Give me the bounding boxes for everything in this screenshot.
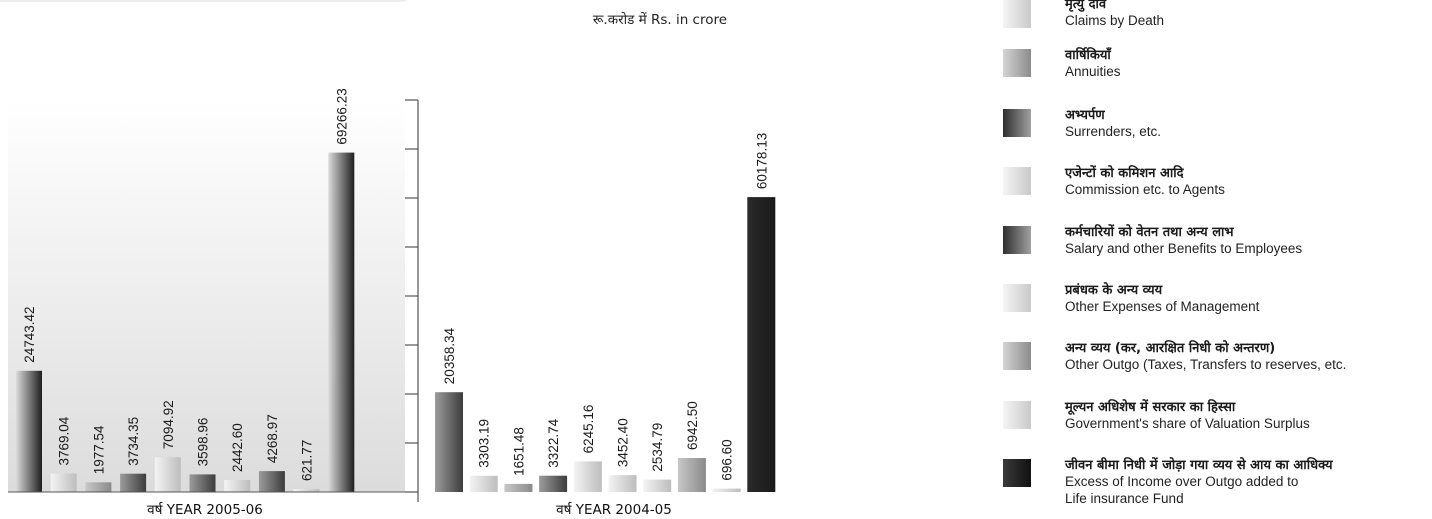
legend-label-hindi: वार्षिकियाँ <box>1065 48 1111 63</box>
bar-2004-6 <box>643 479 672 492</box>
data-label-2004-1: 3303.19 <box>477 419 492 468</box>
legend-label-english: Excess of Income over Outgo added to <box>1065 474 1299 489</box>
bar-2004-1 <box>469 475 498 492</box>
data-label-2004-5: 3452.40 <box>616 418 631 467</box>
legend-label-hindi: मूल्यन अधिशेष में सरकार का हिस्सा <box>1065 400 1236 415</box>
header-pill-shape <box>0 0 420 2</box>
data-label-2004-8: 696.60 <box>720 439 735 480</box>
legend-swatch <box>1003 49 1031 77</box>
legend-swatch <box>1003 401 1031 429</box>
bar-2004-3 <box>539 475 568 492</box>
legend-label-english: Commission etc. to Agents <box>1065 182 1225 197</box>
bar-2004-7 <box>677 458 706 492</box>
legend-label-english: Government's share of Valuation Surplus <box>1065 416 1310 431</box>
data-label-2004-7: 6942.50 <box>685 401 700 450</box>
bar-2004-5 <box>608 475 637 492</box>
legend-label-english: Annuities <box>1065 64 1121 79</box>
bar-2004-2 <box>504 483 533 492</box>
legend: मृत्यु दावे Claims by Death वार्षिकियाँ Ann… <box>1003 0 1428 519</box>
bar-2005-4 <box>154 457 181 492</box>
legend-swatch <box>1003 459 1031 487</box>
legend-swatch <box>1003 284 1031 312</box>
data-label-2005-9: 69266.23 <box>334 88 349 144</box>
bar-2005-3 <box>120 473 147 492</box>
chart-panel-bg-2004 <box>420 100 798 492</box>
legend-label-english: Other Outgo (Taxes, Transfers to reserve… <box>1065 357 1347 372</box>
data-label-2005-2: 1977.54 <box>91 425 106 474</box>
data-label-2005-3: 3734.35 <box>126 417 141 466</box>
bar-2004-9 <box>747 197 776 492</box>
bar-2005-6 <box>224 480 251 492</box>
data-label-2005-0: 24743.42 <box>22 306 37 362</box>
bar-2005-9 <box>328 152 355 492</box>
legend-swatch <box>1003 167 1031 195</box>
legend-label-hindi: कर्मचारियों को वेतन तथा अन्य लाभ <box>1065 225 1234 240</box>
x-axis-label-2005: वर्ष YEAR 2005-06 <box>147 501 263 518</box>
data-label-2004-4: 6245.16 <box>581 405 596 454</box>
data-label-2004-6: 2534.79 <box>650 423 665 472</box>
legend-label-english: Other Expenses of Management <box>1065 299 1260 314</box>
bar-chart: 24743.42 3769.04 1977.54 3734.35 7094.92 3598… <box>8 88 798 518</box>
bar-2004-0 <box>435 392 463 492</box>
bar-2005-8 <box>293 489 320 492</box>
legend-label-english-line2: Life insurance Fund <box>1065 491 1184 506</box>
legend-label-hindi: जीवन बीमा निधी में जोड़ा गया व्यय से आय … <box>1065 458 1333 473</box>
data-label-2005-6: 2442.60 <box>230 423 245 472</box>
data-label-2005-5: 3598.96 <box>196 418 211 467</box>
bar-2005-7 <box>258 471 285 492</box>
bar-2005-1 <box>50 473 77 492</box>
legend-label-hindi: एजेन्टों को कमिशन आदि <box>1065 166 1184 181</box>
data-label-2004-9: 60178.13 <box>754 133 769 189</box>
bar-2005-5 <box>189 474 216 492</box>
legend-swatch <box>1003 342 1031 370</box>
legend-label-hindi: अभ्यर्पण <box>1065 108 1105 123</box>
legend-swatch <box>1003 0 1031 28</box>
data-label-2004-2: 1651.48 <box>511 427 526 476</box>
legend-label-english: Salary and other Benefits to Employees <box>1065 241 1303 256</box>
data-label-2005-4: 7094.92 <box>161 400 176 449</box>
bar-2005-2 <box>85 482 112 492</box>
legend-label-hindi: प्रबंधक के अन्य व्यय <box>1065 283 1163 298</box>
bar-2005-0 <box>16 370 42 492</box>
data-label-2004-0: 20358.34 <box>442 327 457 384</box>
legend-label-hindi: अन्य व्यय (कर, आरक्षित निधी को अन्तरण) <box>1065 341 1276 356</box>
data-label-2005-7: 4268.97 <box>265 414 280 463</box>
unit-label: रू.करोड में Rs. in crore <box>592 12 728 28</box>
data-label-2004-3: 3322.74 <box>546 418 561 467</box>
legend-swatch <box>1003 109 1031 137</box>
legend-label-english: Surrenders, etc. <box>1065 124 1162 139</box>
bar-2004-8 <box>712 488 741 492</box>
x-axis-label-2004: वर्ष YEAR 2004-05 <box>556 501 672 518</box>
legend-label-english: Claims by Death <box>1065 13 1165 28</box>
data-label-2005-1: 3769.04 <box>57 416 72 465</box>
legend-swatch <box>1003 226 1031 254</box>
bar-2004-4 <box>573 461 602 492</box>
data-label-2005-8: 621.77 <box>300 440 315 481</box>
legend-label-hindi: मृत्यु दावे <box>1065 0 1107 12</box>
